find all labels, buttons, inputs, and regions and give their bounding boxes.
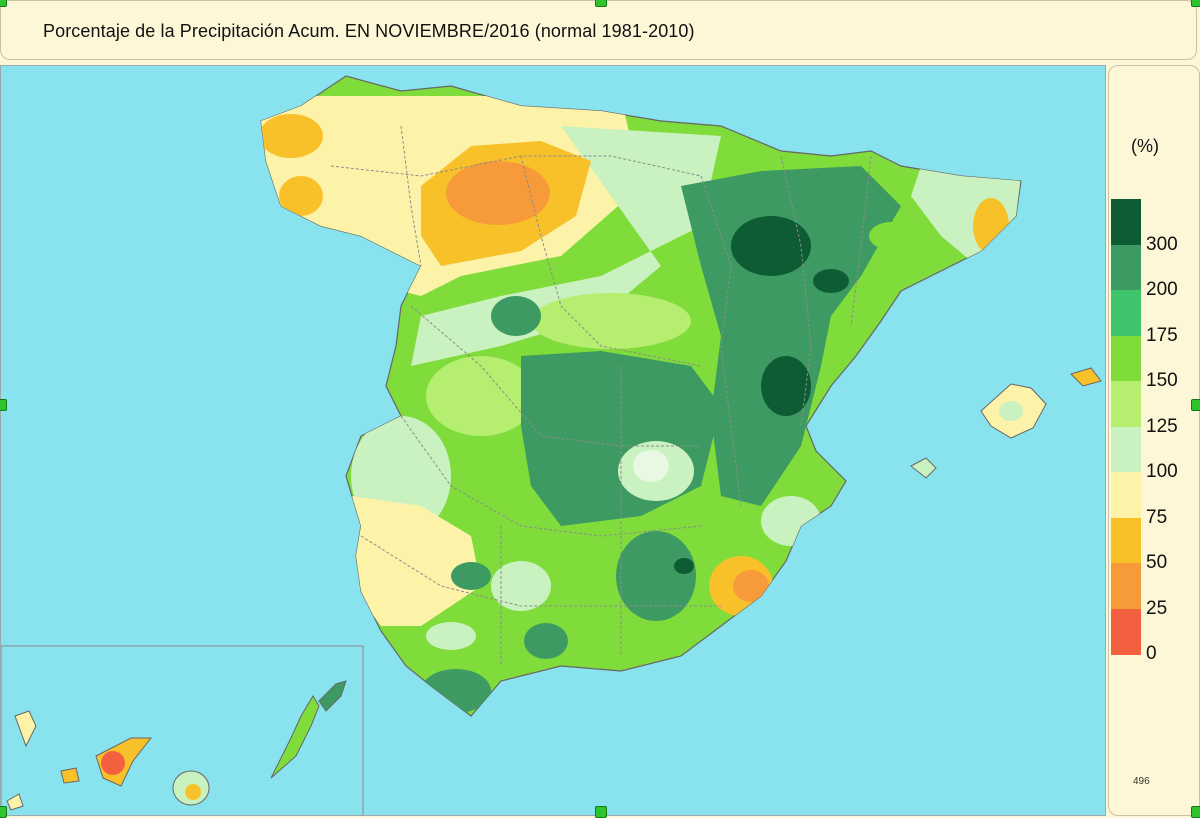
- legend-tick-label: 50: [1146, 552, 1168, 573]
- legend-swatch: [1111, 335, 1141, 382]
- selection-handle-top-left[interactable]: [0, 0, 7, 7]
- selection-handle-bottom-left[interactable]: [0, 806, 7, 818]
- legend-tick-label: 75: [1146, 506, 1168, 528]
- legend-swatch: [1111, 472, 1141, 518]
- legend-tick-label: 175: [1146, 324, 1178, 346]
- legend-swatch: [1111, 381, 1141, 427]
- legend-swatch: [1111, 608, 1141, 655]
- legend-tick-label: 125: [1146, 415, 1178, 437]
- legend-swatch: [1111, 563, 1141, 609]
- legend-tick-label: 150: [1146, 370, 1178, 391]
- island-la-gomera: [60, 767, 80, 784]
- legend-tick-label: 300: [1146, 233, 1178, 255]
- selection-handle-bottom[interactable]: [595, 806, 607, 818]
- island-fuerteventura: [270, 695, 320, 779]
- selection-handle-bottom-right[interactable]: [1191, 806, 1200, 818]
- island-ibiza: [910, 457, 937, 479]
- island-la-palma: [14, 710, 37, 748]
- island-lanzarote: [318, 680, 347, 712]
- precipitation-map: [0, 65, 1106, 816]
- map-title: Porcentaje de la Precipitación Acum. EN …: [43, 21, 695, 41]
- legend-tick-label: 25: [1146, 597, 1168, 619]
- island-el-hierro: [6, 793, 24, 811]
- legend-tick-label: 0: [1146, 643, 1157, 664]
- selection-handle-left[interactable]: [0, 399, 7, 411]
- legend-swatch: [1111, 290, 1141, 336]
- legend-unit: (%): [1131, 136, 1159, 156]
- legend-tick-label: 100: [1146, 461, 1178, 482]
- legend-code: 496: [1133, 776, 1150, 787]
- legend-swatch: [1111, 199, 1141, 245]
- legend-swatch: [1111, 426, 1141, 473]
- province-borders: [330, 125, 872, 666]
- selection-handle-right[interactable]: [1191, 399, 1200, 411]
- selection-handle-top[interactable]: [595, 0, 607, 7]
- island-menorca: [1070, 367, 1102, 387]
- map-title-bar: Porcentaje de la Precipitación Acum. EN …: [0, 0, 1197, 60]
- map-svg: [1, 75, 1102, 815]
- precipitation-zones: [261, 96, 1021, 713]
- legend-tick-label: 200: [1146, 279, 1178, 300]
- legend-panel: (%) 300 200 175 150 125 100 75 50 25 0 496: [1108, 65, 1200, 816]
- legend-swatch: [1111, 517, 1141, 564]
- selection-handle-top-right[interactable]: [1191, 0, 1200, 7]
- legend-swatch: [1111, 244, 1141, 291]
